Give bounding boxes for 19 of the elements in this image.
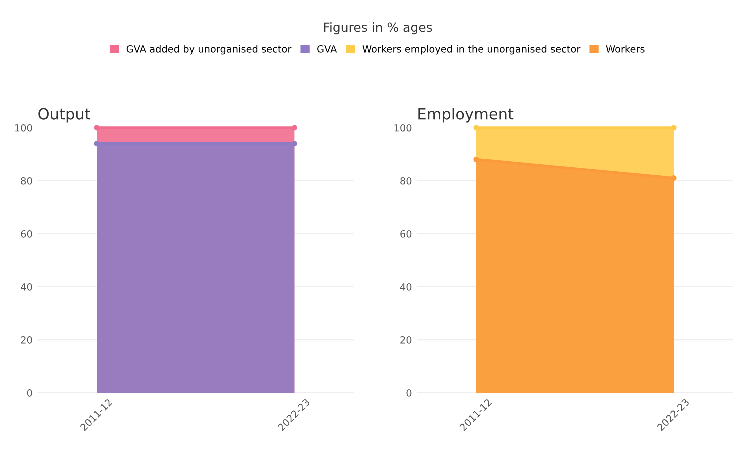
y-tick-label: 20 <box>21 336 32 344</box>
y-tick-label: 20 <box>400 336 412 344</box>
y-tick-label: 0 <box>27 390 32 397</box>
legend-label: Workers <box>606 45 645 53</box>
y-tick-label: 0 <box>406 390 412 397</box>
y-tick-label: 100 <box>15 124 32 132</box>
y-tick-label: 40 <box>21 283 32 291</box>
legend-label: GVA <box>318 45 338 53</box>
y-tick-label: 60 <box>400 230 412 238</box>
chart-title: Output <box>38 108 91 123</box>
legend-label: GVA added by unorganised sector <box>126 45 292 55</box>
legend-label: Workers employed in the unorganised sector <box>362 45 581 55</box>
y-tick-label: 40 <box>400 283 412 291</box>
y-tick-label: 80 <box>21 177 32 185</box>
y-tick-label: 100 <box>394 124 412 132</box>
y-tick-label: 60 <box>21 230 32 238</box>
chart-title: Employment <box>418 108 514 123</box>
chart-subtitle: Figures in % ages <box>324 22 432 35</box>
y-tick-label: 80 <box>400 177 412 185</box>
